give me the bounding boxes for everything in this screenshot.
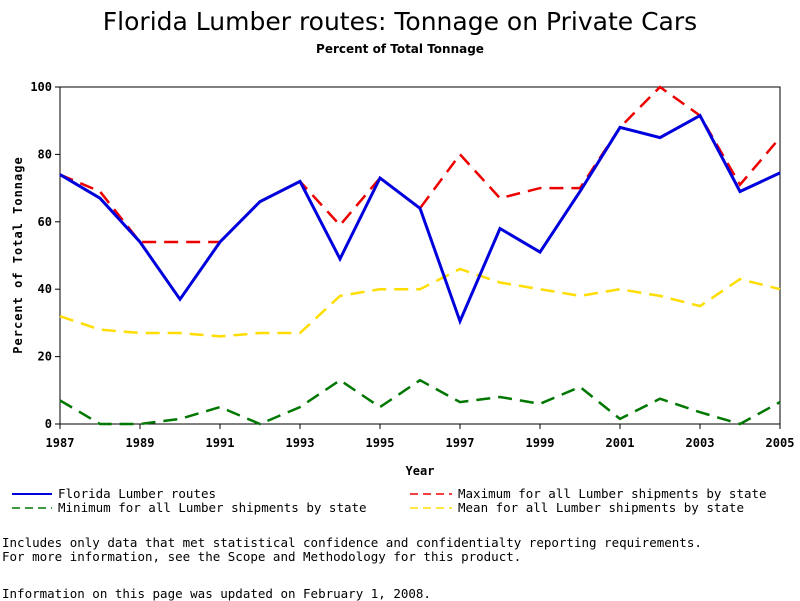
y-tick-label: 40: [38, 282, 52, 296]
series-line-maximum: [59, 85, 781, 244]
x-tick-label: 1995: [366, 436, 395, 450]
x-tick-label: 1997: [446, 436, 475, 450]
x-tick-label: 1993: [286, 436, 315, 450]
x-tick-label: 2005: [766, 436, 795, 450]
y-axis: 0 20 40 60 80 100: [30, 80, 60, 431]
chart-title: Florida Lumber routes: Tonnage on Privat…: [103, 7, 697, 36]
legend-label-minimum: Minimum for all Lumber shipments by stat…: [58, 500, 367, 515]
note-methodology: For more information, see the Scope and …: [2, 549, 522, 564]
legend-label-maximum: Maximum for all Lumber shipments by stat…: [458, 486, 767, 501]
y-tick-label: 0: [45, 417, 52, 431]
chart-subtitle: Percent of Total Tonnage: [316, 42, 484, 56]
y-tick-label: 80: [38, 147, 52, 161]
x-tick-label: 2001: [606, 436, 635, 450]
x-tick-label: 1987: [46, 436, 75, 450]
series-line-mean: [59, 267, 781, 338]
y-axis-label: Percent of Total Tonnage: [11, 156, 25, 353]
legend: Florida Lumber routes Maximum for all Lu…: [12, 486, 767, 515]
series-line-minimum: [59, 378, 781, 426]
note-updated: Information on this page was updated on …: [2, 586, 431, 601]
y-tick-label: 60: [38, 215, 52, 229]
legend-label-florida: Florida Lumber routes: [58, 486, 216, 501]
plot-area: [59, 86, 781, 425]
legend-label-mean: Mean for all Lumber shipments by state: [458, 500, 744, 515]
y-tick-label: 100: [30, 80, 52, 94]
series-line-florida: [59, 113, 781, 326]
note-confidentiality: Includes only data that met statistical …: [2, 535, 702, 550]
x-tick-label: 2003: [686, 436, 715, 450]
x-tick-label: 1991: [206, 436, 235, 450]
x-axis: 1987 1989 1991 1993 1995 1997 1999 2001 2003 2005: [46, 424, 795, 450]
series-lines: [59, 85, 781, 426]
x-tick-label: 1989: [126, 436, 155, 450]
x-axis-label: Year: [406, 464, 435, 478]
x-tick-label: 1999: [526, 436, 555, 450]
y-tick-label: 20: [38, 350, 52, 364]
